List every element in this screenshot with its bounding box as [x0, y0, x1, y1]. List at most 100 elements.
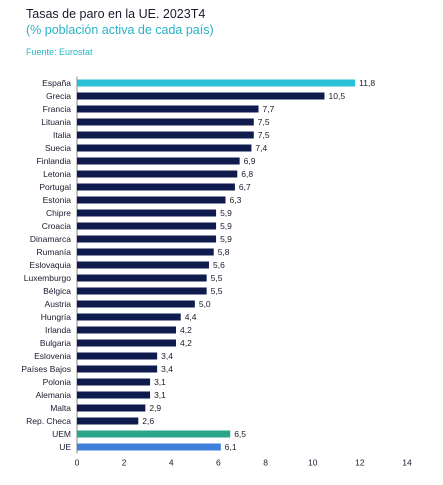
category-label: Eslovenia [34, 351, 71, 361]
category-label: Italia [53, 130, 71, 140]
category-label: Rumanía [37, 247, 72, 257]
bar [77, 144, 252, 152]
bar [77, 404, 146, 412]
bar [77, 261, 209, 269]
category-label: UE [59, 442, 71, 452]
data-label: 7,4 [255, 143, 267, 153]
data-label: 5,6 [213, 260, 225, 270]
category-label: Bélgica [43, 286, 71, 296]
bar [77, 118, 254, 126]
data-label: 6,3 [230, 195, 242, 205]
bar [77, 443, 221, 451]
bar [77, 157, 240, 165]
category-label: España [42, 78, 71, 88]
data-label: 3,1 [154, 390, 166, 400]
bar [77, 391, 151, 399]
x-tick-label: 0 [75, 458, 80, 468]
data-label: 2,6 [142, 416, 154, 426]
category-label: Francia [43, 104, 72, 114]
category-label: Rep. Checa [26, 416, 71, 426]
x-tick-label: 12 [355, 458, 365, 468]
bar [77, 274, 207, 282]
data-label: 6,7 [239, 182, 251, 192]
bar [77, 170, 238, 178]
data-label: 11,8 [359, 78, 375, 88]
category-label: Austria [45, 299, 72, 309]
data-label: 6,1 [225, 442, 237, 452]
bar [77, 183, 235, 191]
bar [77, 417, 139, 425]
data-label: 3,4 [161, 364, 173, 374]
category-label: Alemania [36, 390, 72, 400]
category-label: Malta [50, 403, 71, 413]
data-label: 5,0 [199, 299, 211, 309]
bar [77, 248, 214, 256]
category-label: Bulgaria [40, 338, 71, 348]
category-label: Irlanda [45, 325, 71, 335]
bar [77, 339, 176, 347]
bar [77, 196, 226, 204]
category-label: Grecia [46, 91, 71, 101]
bar [77, 352, 158, 360]
data-label: 6,5 [234, 429, 246, 439]
data-label: 3,4 [161, 351, 173, 361]
data-label: 4,2 [180, 325, 192, 335]
chart-source: Fuente: Eurostat [26, 47, 93, 57]
category-label: Chipre [46, 208, 71, 218]
data-label: 5,5 [211, 286, 223, 296]
bar [77, 430, 231, 438]
data-label: 4,2 [180, 338, 192, 348]
x-tick-label: 14 [402, 458, 412, 468]
data-label: 4,4 [185, 312, 197, 322]
bar [77, 313, 181, 321]
bar [77, 222, 217, 230]
category-label: Hungría [41, 312, 72, 322]
bar [77, 365, 158, 373]
data-label: 5,9 [220, 234, 232, 244]
category-label: Países Bajos [21, 364, 71, 374]
data-label: 5,8 [218, 247, 230, 257]
bar [77, 300, 195, 308]
data-label: 6,9 [244, 156, 256, 166]
bar [77, 235, 217, 243]
x-tick-label: 2 [122, 458, 127, 468]
data-label: 5,5 [211, 273, 223, 283]
category-label: Polonia [43, 377, 72, 387]
chart-subtitle: (% población activa de cada país) [26, 23, 214, 37]
bar [77, 209, 217, 217]
bar [77, 326, 176, 334]
x-tick-label: 8 [263, 458, 268, 468]
category-label: Portugal [39, 182, 71, 192]
bar [77, 105, 259, 113]
category-label: Finlandia [37, 156, 72, 166]
category-label: Eslovaquia [29, 260, 71, 270]
bar [77, 92, 325, 100]
bar [77, 131, 254, 139]
category-label: UEM [52, 429, 71, 439]
category-label: Croacia [42, 221, 72, 231]
data-label: 7,5 [258, 117, 270, 127]
bar [77, 287, 207, 295]
data-label: 2,9 [149, 403, 161, 413]
data-label: 5,9 [220, 221, 232, 231]
bar [77, 378, 151, 386]
x-tick-label: 10 [308, 458, 318, 468]
data-label: 6,8 [241, 169, 253, 179]
category-label: Luxemburgo [24, 273, 72, 283]
category-label: Lituania [41, 117, 71, 127]
category-label: Letonia [43, 169, 71, 179]
x-tick-label: 6 [216, 458, 221, 468]
bar [77, 79, 356, 87]
data-label: 7,7 [263, 104, 275, 114]
category-label: Dinamarca [30, 234, 71, 244]
data-label: 7,5 [258, 130, 270, 140]
data-label: 10,5 [329, 91, 346, 101]
chart-title: Tasas de paro en la UE. 2023T4 [26, 7, 206, 21]
data-label: 5,9 [220, 208, 232, 218]
x-tick-label: 4 [169, 458, 174, 468]
category-label: Estonia [43, 195, 72, 205]
category-label: Suecia [45, 143, 71, 153]
data-label: 3,1 [154, 377, 166, 387]
